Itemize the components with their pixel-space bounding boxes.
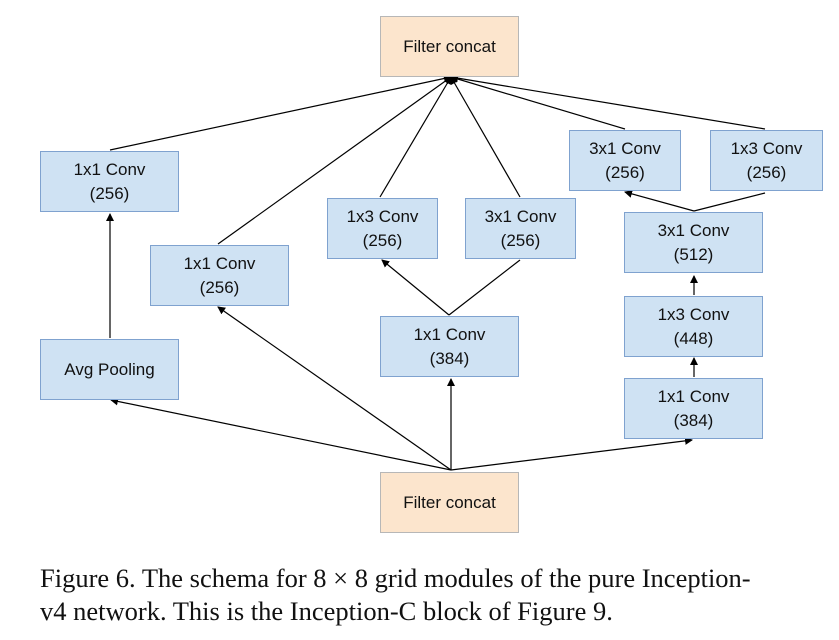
conv-3x1-mid-branch: 3x1 Conv (256) [465, 198, 576, 259]
edge-mid-1x1-to-1x3 [381, 259, 450, 316]
edge-direct-conv-to-concat [217, 76, 452, 245]
filter-concat-bottom: Filter concat [380, 472, 519, 533]
conv-1x1-mid-branch-filters: (384) [429, 348, 470, 368]
conv-1x3-right-top-filters: (256) [746, 162, 787, 182]
conv-3x1-right-top: 3x1 Conv (256) [569, 130, 681, 191]
conv-1x1-pool-branch-type: 1x1 Conv [73, 159, 146, 179]
edge-concat-to-direct-conv [217, 306, 452, 471]
conv-1x3-right-top: 1x3 Conv (256) [710, 130, 823, 191]
edge-concat-to-avgpool [110, 397, 452, 471]
conv-1x1-pool-branch: 1x1 Conv (256) [40, 151, 179, 212]
edge-right-512-to-1x3 [693, 192, 766, 212]
filter-concat-top: Filter concat [380, 16, 519, 77]
conv-1x3-right-448-type: 1x3 Conv [657, 304, 730, 324]
edge-right-3x1-to-concat [450, 75, 626, 130]
conv-1x1-pool-branch-filters: (256) [89, 183, 130, 203]
conv-1x3-mid-branch: 1x3 Conv (256) [327, 198, 438, 259]
edge-right-512-to-3x1 [624, 190, 695, 212]
filter-concat-top-label: Filter concat [403, 36, 496, 56]
figure-caption-line-2: v4 network. This is the Inception-C bloc… [40, 596, 613, 626]
conv-3x1-right-512-filters: (512) [673, 244, 714, 264]
conv-1x1-direct-branch: 1x1 Conv (256) [150, 245, 289, 306]
figure-caption: Figure 6. The schema for 8 × 8 grid modu… [40, 562, 830, 628]
conv-1x3-mid-branch-filters: (256) [362, 230, 403, 250]
edge-pool-conv-to-concat [109, 74, 452, 151]
conv-1x1-mid-branch-type: 1x1 Conv [413, 324, 486, 344]
edge-right-1x3-to-concat [450, 74, 766, 130]
edge-mid-1x3-to-concat [379, 76, 452, 198]
conv-1x1-mid-branch: 1x1 Conv (384) [380, 316, 519, 377]
conv-1x1-right-384: 1x1 Conv (384) [624, 378, 763, 439]
conv-1x1-direct-branch-type: 1x1 Conv [183, 253, 256, 273]
edge-mid-1x1-to-3x1 [448, 259, 521, 316]
avg-pooling-label: Avg Pooling [64, 359, 155, 379]
conv-3x1-right-top-filters: (256) [605, 162, 645, 182]
conv-1x1-right-384-filters: (384) [673, 410, 714, 430]
conv-1x3-right-448: 1x3 Conv (448) [624, 296, 763, 357]
conv-1x3-right-448-filters: (448) [673, 328, 714, 348]
figure-caption-line-1: Figure 6. The schema for 8 × 8 grid modu… [40, 563, 751, 593]
conv-3x1-right-512-type: 3x1 Conv [657, 220, 730, 240]
conv-1x1-direct-branch-filters: (256) [199, 277, 240, 297]
conv-1x3-mid-branch-type: 1x3 Conv [346, 206, 419, 226]
conv-1x1-right-384-type: 1x1 Conv [657, 386, 730, 406]
filter-concat-bottom-label: Filter concat [403, 492, 496, 512]
edge-concat-to-right-1x1 [450, 436, 693, 471]
conv-3x1-right-top-type: 3x1 Conv [589, 138, 661, 158]
edge-mid-3x1-to-concat [450, 76, 521, 198]
avg-pooling: Avg Pooling [40, 339, 179, 400]
conv-3x1-right-512: 3x1 Conv (512) [624, 212, 763, 273]
conv-3x1-mid-branch-filters: (256) [500, 230, 541, 250]
conv-3x1-mid-branch-type: 3x1 Conv [484, 206, 557, 226]
conv-1x3-right-top-type: 1x3 Conv [730, 138, 803, 158]
diagram-edges [106, 74, 766, 471]
